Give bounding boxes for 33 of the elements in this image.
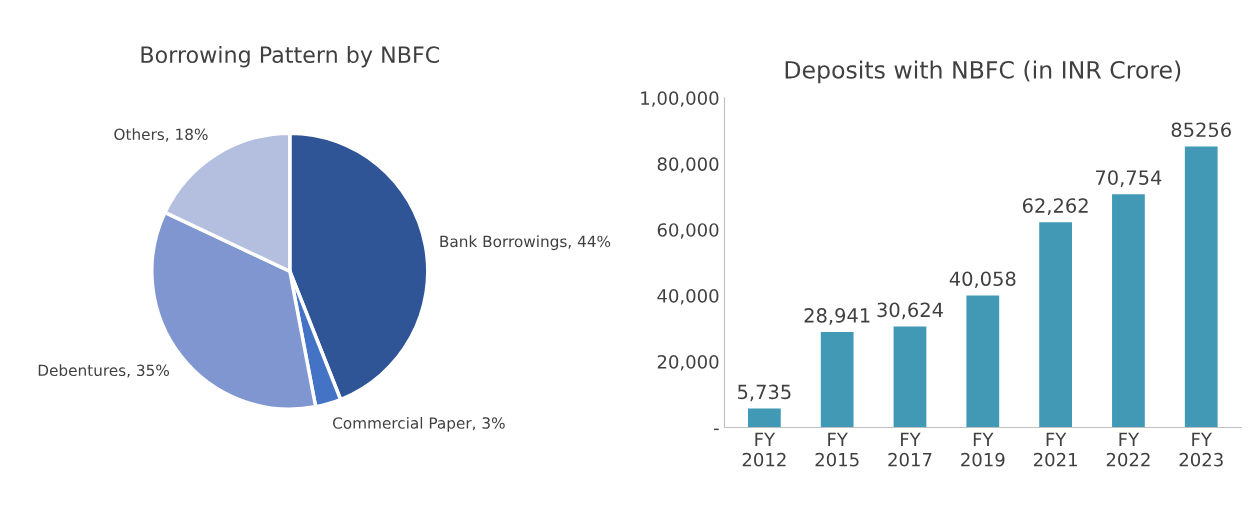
bar bbox=[966, 295, 1000, 428]
bar bbox=[747, 408, 781, 428]
bar bbox=[1112, 194, 1145, 428]
x-tick-label: FY 2021 bbox=[1033, 432, 1077, 467]
x-tick-label: FY 2012 bbox=[742, 432, 786, 467]
slice-label: Others, 18% bbox=[114, 128, 208, 142]
y-tick-label: 60,000 bbox=[657, 223, 719, 239]
y-tick-label: 40,000 bbox=[657, 289, 719, 305]
bar bbox=[893, 326, 927, 428]
data-label: 62,262 bbox=[1022, 198, 1088, 215]
slice-label: Commercial Paper, 3% bbox=[333, 416, 505, 432]
x-tick-label: FY 2017 bbox=[888, 432, 932, 467]
slice-label: Bank Borrowings, 44% bbox=[440, 235, 611, 251]
bar bbox=[820, 332, 854, 428]
chart-title: Borrowing Pattern by NBFC bbox=[141, 45, 440, 68]
data-label: 30,624 bbox=[877, 302, 943, 320]
data-label: 40,058 bbox=[949, 271, 1016, 289]
bar bbox=[1184, 146, 1218, 428]
y-tick-label: 20,000 bbox=[657, 354, 719, 371]
data-label: 85256 bbox=[1171, 122, 1231, 138]
y-tick-label: 80,000 bbox=[657, 157, 719, 173]
slice-label: Debentures, 35% bbox=[38, 364, 170, 378]
x-tick-label: FY 2015 bbox=[815, 432, 859, 467]
data-label: 5,735 bbox=[738, 384, 791, 402]
x-tick-label: FY 2022 bbox=[1106, 432, 1150, 467]
x-tick-label: FY 2019 bbox=[961, 432, 1005, 467]
data-label: 28,941 bbox=[804, 308, 870, 325]
y-tick-label: 1,00,000 bbox=[641, 91, 719, 107]
data-label: 70,754 bbox=[1096, 170, 1162, 187]
bar bbox=[1039, 222, 1072, 428]
chart-title: Deposits with NBFC (in INR Crore) bbox=[785, 60, 1181, 84]
y-tick-label: - bbox=[714, 428, 719, 431]
x-tick-label: FY 2023 bbox=[1179, 432, 1223, 467]
